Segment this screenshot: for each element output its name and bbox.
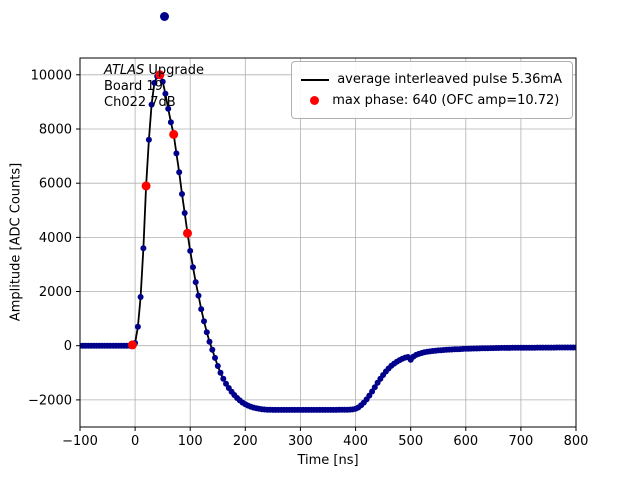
svg-text:500: 500 — [398, 434, 423, 449]
svg-text:0: 0 — [131, 434, 139, 449]
svg-text:0: 0 — [64, 339, 72, 354]
svg-text:−100: −100 — [62, 434, 98, 449]
legend-dot-icon — [310, 96, 320, 105]
legend-entry-label: max phase: 640 (OFC amp=10.72) — [332, 93, 560, 108]
svg-text:6000: 6000 — [39, 177, 72, 192]
legend: average interleaved pulse 5.36mA max pha… — [291, 61, 573, 119]
legend-entry-pulse: average interleaved pulse 5.36mA — [301, 69, 562, 90]
annotation-line-channel: Ch022 7dB — [104, 95, 176, 110]
legend-entry-label: average interleaved pulse 5.36mA — [337, 72, 562, 87]
svg-text:100: 100 — [178, 434, 203, 449]
svg-text:300: 300 — [288, 434, 313, 449]
svg-text:600: 600 — [453, 434, 478, 449]
annotation-line-experiment: ATLAS Upgrade — [104, 63, 204, 79]
svg-text:400: 400 — [343, 434, 368, 449]
y-axis-label: Amplitude [ADC Counts] — [8, 162, 24, 322]
svg-text:2000: 2000 — [39, 285, 72, 300]
svg-text:8000: 8000 — [39, 123, 72, 138]
svg-text:200: 200 — [233, 434, 258, 449]
legend-line-icon — [301, 78, 330, 81]
annotation-line-board: Board 19 — [104, 79, 163, 94]
x-axis-label: Time [ns] — [297, 453, 359, 468]
svg-text:−2000: −2000 — [28, 393, 72, 408]
svg-text:4000: 4000 — [39, 231, 72, 246]
upgrade-label: Upgrade — [144, 63, 204, 78]
svg-text:800: 800 — [564, 434, 589, 449]
plot-annotation: ATLAS Upgrade Board 19 Ch022 7dB — [104, 63, 204, 111]
stray-marker-dot — [160, 12, 169, 21]
legend-entry-maxphase: max phase: 640 (OFC amp=10.72) — [301, 90, 562, 111]
svg-text:700: 700 — [508, 434, 533, 449]
atlas-label: ATLAS — [104, 63, 145, 78]
svg-text:10000: 10000 — [31, 68, 72, 83]
